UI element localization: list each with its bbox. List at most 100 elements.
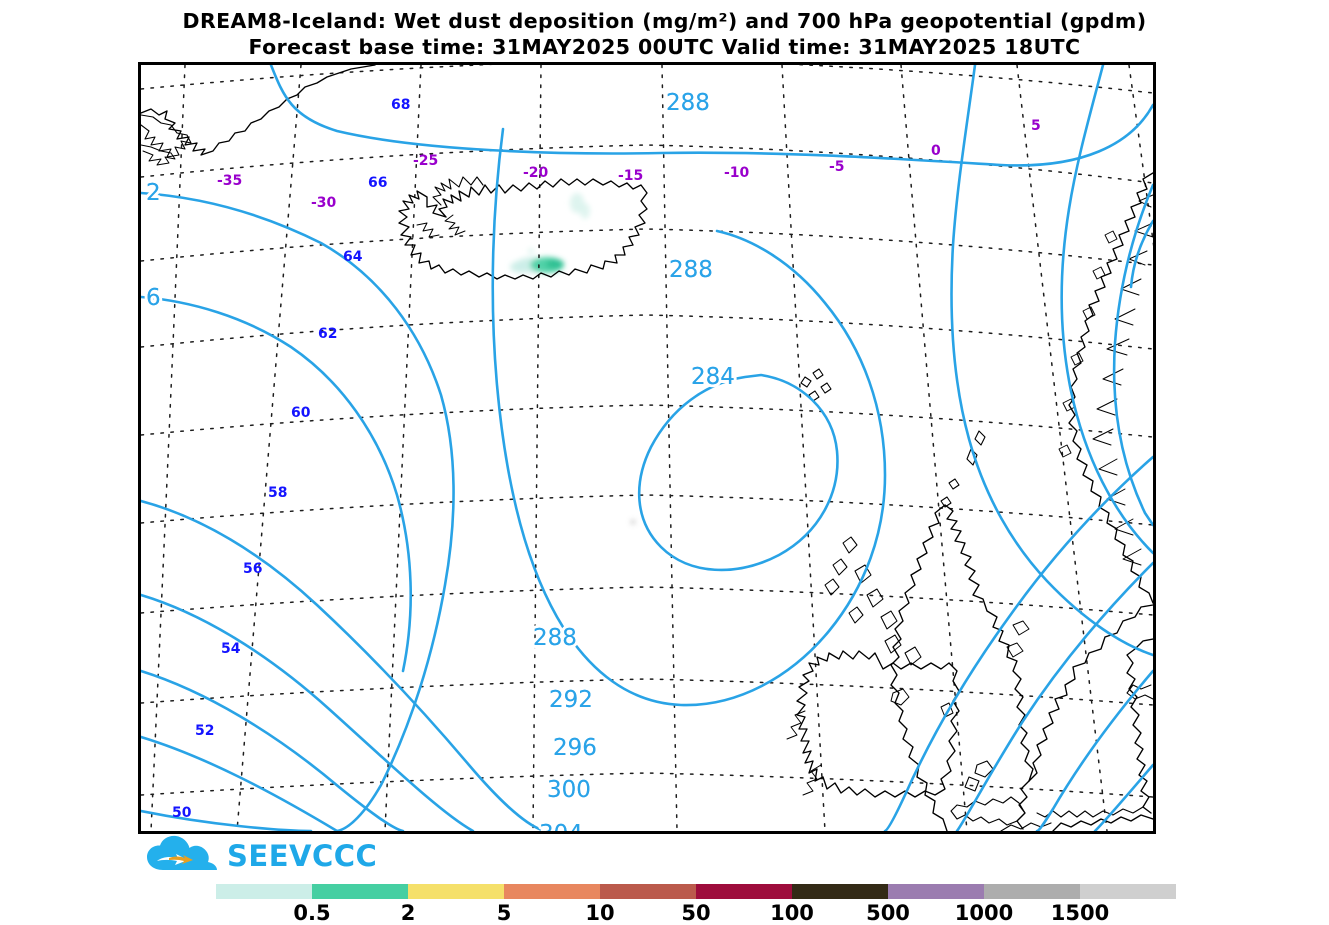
lon-label-minus15: -15 xyxy=(618,168,643,184)
lat-label-60: 60 xyxy=(291,405,311,421)
contour-label-284: 284 xyxy=(691,364,735,390)
svg-text:296: 296 xyxy=(553,735,597,761)
page-title: DREAM8-Iceland: Wet dust deposition (mg/… xyxy=(182,9,1147,33)
svg-text:288: 288 xyxy=(666,90,710,116)
lat-label-62: 62 xyxy=(318,326,337,342)
contour-288-south xyxy=(141,499,547,831)
colorbar-tick-100: 100 xyxy=(770,901,814,925)
colorbar-tick-1000: 1000 xyxy=(954,901,1014,925)
contour-label-288-north: 288 xyxy=(666,90,710,116)
contour-288-north xyxy=(269,65,1153,167)
contour-label-292-clip: 2 xyxy=(146,180,161,206)
contour-300-south xyxy=(141,735,339,831)
logo-text: SEEVCCC xyxy=(227,838,378,873)
lat-label-50: 50 xyxy=(172,805,192,821)
lon-label-minus30: -30 xyxy=(311,195,337,211)
lon-label-minus20: -20 xyxy=(523,165,549,181)
dust-deposition-shading xyxy=(510,193,635,524)
contour-labels: 288 288 284 288 292 296 300 304 2 6 288 … xyxy=(143,87,738,831)
lon-label-5: 5 xyxy=(1031,118,1041,134)
colorbar-strip xyxy=(216,884,1176,899)
contour-284-northeast xyxy=(1129,219,1153,289)
coastline-greenland xyxy=(141,65,376,156)
contour-296-west xyxy=(141,295,413,673)
contour-284-low xyxy=(637,373,839,572)
coastline-norway xyxy=(1068,172,1153,604)
contour-300-southeast xyxy=(1093,763,1153,831)
lat-label-64: 64 xyxy=(343,249,363,265)
svg-text:304: 304 xyxy=(539,821,583,831)
lat-label-58: 58 xyxy=(268,485,287,501)
cloud-arrow-icon xyxy=(147,835,217,870)
lon-label-minus35: -35 xyxy=(217,173,242,189)
colorbar-tick-1500: 1500 xyxy=(1050,901,1110,925)
geopotential-contours xyxy=(141,65,1153,831)
coastline-iceland xyxy=(398,178,648,280)
contour-296-south xyxy=(141,669,405,831)
contour-288-centre xyxy=(491,127,887,707)
coastline-faroe xyxy=(800,368,832,402)
lat-label-66: 66 xyxy=(368,175,387,191)
contour-292-southeast xyxy=(955,561,1153,831)
graticule-grid xyxy=(141,65,1153,831)
colorbar-segment-4 xyxy=(600,884,696,899)
contour-label-296-clip: 6 xyxy=(146,285,161,311)
map-panel[interactable]: 288 288 284 288 292 296 300 304 2 6 288 … xyxy=(138,62,1156,834)
latitude-labels: 68 66 64 62 60 58 56 54 52 50 xyxy=(172,97,410,821)
svg-text:284: 284 xyxy=(691,364,735,390)
colorbar-tick-50: 50 xyxy=(681,901,711,925)
contour-292-south xyxy=(141,593,475,831)
svg-text:292: 292 xyxy=(549,687,593,713)
colorbar-segment-1 xyxy=(312,884,408,899)
longitude-labels: -35 -30 -25 -20 -15 -10 -5 0 5 xyxy=(217,118,1041,211)
lat-label-54: 54 xyxy=(221,641,241,657)
svg-text:288: 288 xyxy=(669,257,713,283)
contour-label-296: 296 xyxy=(553,735,597,761)
colorbar-segment-3 xyxy=(504,884,600,899)
lat-label-56: 56 xyxy=(243,561,262,577)
colorbar-tick-500: 500 xyxy=(866,901,910,925)
coastline-england xyxy=(1028,604,1153,782)
lat-label-68: 68 xyxy=(391,97,410,113)
colorbar-segment-0 xyxy=(216,884,312,899)
svg-text:288: 288 xyxy=(533,625,577,651)
contour-292-west xyxy=(141,191,455,831)
colorbar-tick-10: 10 xyxy=(585,901,615,925)
contour-label-292: 292 xyxy=(549,687,593,713)
svg-text:6: 6 xyxy=(146,285,161,311)
map-canvas: 288 288 284 288 292 296 300 304 2 6 288 … xyxy=(141,65,1153,831)
contour-296-southeast xyxy=(1035,669,1153,831)
contour-label-300: 300 xyxy=(547,777,591,803)
colorbar-segment-5 xyxy=(696,884,792,899)
colorbar-segment-7 xyxy=(888,884,984,899)
colorbar-tick-0.5: 0.5 xyxy=(293,901,331,925)
seevccc-logo: SEEVCCC xyxy=(145,833,395,879)
colorbar-segment-2 xyxy=(408,884,504,899)
colorbar-tick-labels: 0.5 2 5 10 50 100 500 1000 1500 xyxy=(216,899,1176,925)
contour-label-288-mid: 288 xyxy=(669,257,713,283)
coastline-france xyxy=(1052,814,1153,831)
contour-292-east xyxy=(1060,65,1153,555)
colorbar-tick-2: 2 xyxy=(400,901,416,925)
chart-title-block: DREAM8-Iceland: Wet dust deposition (mg/… xyxy=(0,8,1329,60)
coastline-shetland xyxy=(940,430,986,508)
contour-label-304: 304 xyxy=(539,821,583,831)
lat-label-52: 52 xyxy=(195,723,214,739)
contour-label-288-south: 288 xyxy=(533,625,577,651)
lon-label-minus25: -25 xyxy=(413,153,438,169)
colorbar-tick-5: 5 xyxy=(496,901,512,925)
contour-288-east xyxy=(950,65,1153,657)
contour-304-south xyxy=(141,809,313,831)
chart-subtitle: Forecast base time: 31MAY2025 00UTC Vali… xyxy=(248,35,1081,60)
coastlines xyxy=(141,65,1153,831)
lon-label-minus5: -5 xyxy=(829,159,845,175)
colorbar-segment-9 xyxy=(1080,884,1176,899)
colorbar-segment-8 xyxy=(984,884,1080,899)
lon-label-minus10: -10 xyxy=(724,165,750,181)
colorbar: 0.5 2 5 10 50 100 500 1000 1500 xyxy=(216,884,1176,925)
svg-text:2: 2 xyxy=(146,180,161,206)
colorbar-segment-6 xyxy=(792,884,888,899)
svg-text:300: 300 xyxy=(547,777,591,803)
contour-288-southeast xyxy=(883,455,1153,831)
